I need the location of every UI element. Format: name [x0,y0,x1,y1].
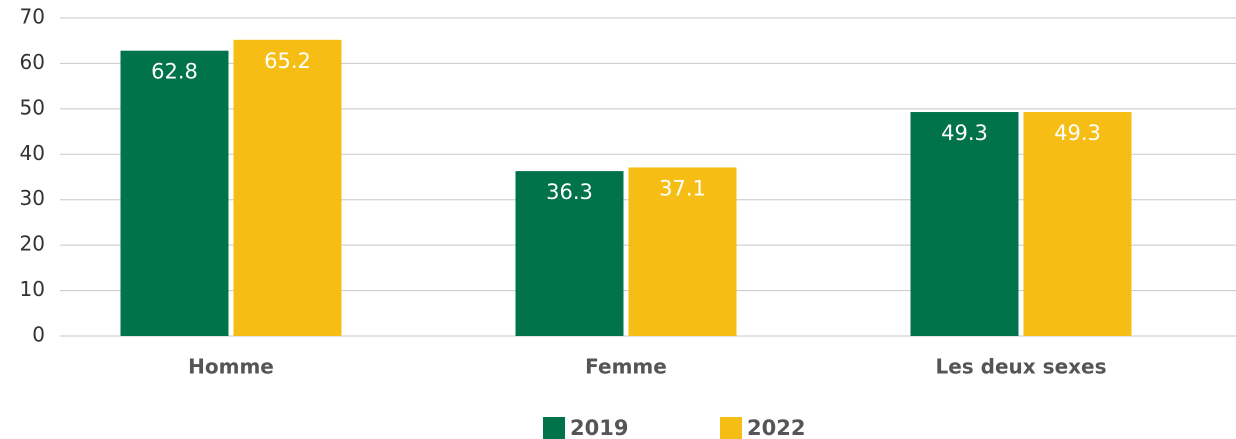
y-tick-label: 60 [20,50,45,74]
y-tick-label: 20 [20,232,45,256]
y-tick-label: 40 [20,141,45,165]
legend-swatch [543,417,565,439]
bar [120,50,229,337]
y-tick-label: 30 [20,186,45,210]
legend-swatch [720,417,742,439]
y-tick-label: 0 [32,323,45,347]
bar [1023,112,1132,336]
y-tick-label: 70 [20,5,45,29]
legend-label: 2019 [570,416,628,439]
bar [910,112,1019,336]
data-label: 36.3 [546,180,593,204]
data-label: 49.3 [1054,121,1101,145]
bar [233,39,342,336]
x-tick-label: Les deux sexes [936,355,1107,379]
x-tick-label: Homme [188,355,274,379]
bar [628,167,737,336]
bar [515,171,624,336]
y-tick-label: 50 [20,95,45,119]
data-label: 62.8 [151,60,198,84]
legend-label: 2022 [747,416,805,439]
data-label: 37.1 [659,176,706,200]
x-tick-label: Femme [585,355,667,379]
y-tick-label: 10 [20,277,45,301]
data-label: 65.2 [264,49,311,73]
data-label: 49.3 [941,121,988,145]
